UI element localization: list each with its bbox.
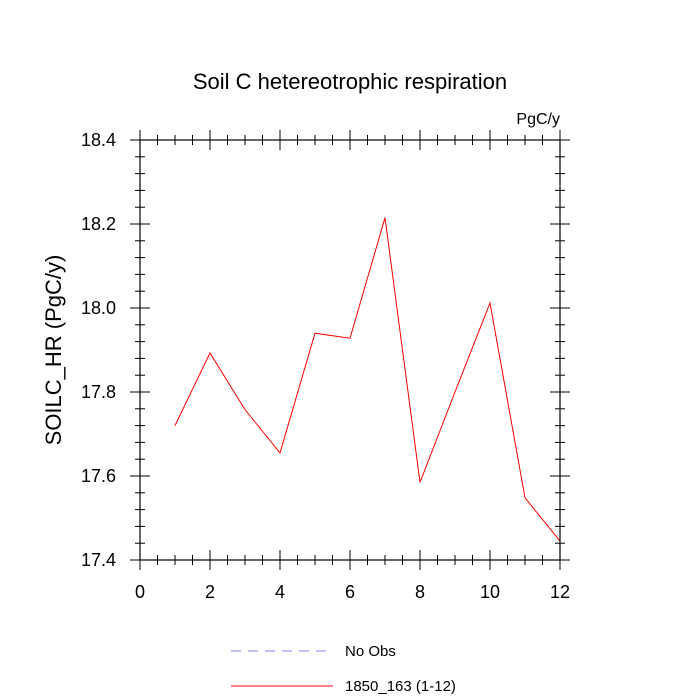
y-tick-label: 17.6 — [81, 466, 116, 486]
series-layer — [174, 217, 561, 542]
y-tick-label: 18.4 — [81, 130, 116, 150]
y-tick-label: 18.0 — [81, 298, 116, 318]
plot-frame — [139, 139, 561, 561]
chart-title: Soil C hetereotrophic respiration — [193, 69, 507, 94]
y-tick-label: 17.4 — [81, 550, 116, 570]
x-tick-label: 6 — [345, 582, 355, 602]
x-tick-label: 8 — [415, 582, 425, 602]
legend-label: 1850_163 (1-12) — [345, 678, 456, 695]
y-axis-label: SOILC_HR (PgC/y) — [41, 255, 66, 446]
y-tick-label: 17.8 — [81, 382, 116, 402]
units-label: PgC/y — [516, 111, 560, 128]
axis-tick-labels: 0 2 4 6 8 10 12 17.4 17.6 17.8 18.0 18.2 18.4 — [81, 130, 570, 602]
y-tick-label: 18.2 — [81, 214, 116, 234]
legend-label: No Obs — [345, 643, 396, 660]
x-tick-label: 0 — [135, 582, 145, 602]
axis-ticks — [130, 130, 570, 570]
x-tick-label: 10 — [480, 582, 500, 602]
x-tick-label: 2 — [205, 582, 215, 602]
legend: No Obs 1850_163 (1-12) — [231, 643, 456, 695]
x-tick-label: 12 — [550, 582, 570, 602]
x-tick-label: 4 — [275, 582, 285, 602]
series-line — [174, 217, 561, 542]
